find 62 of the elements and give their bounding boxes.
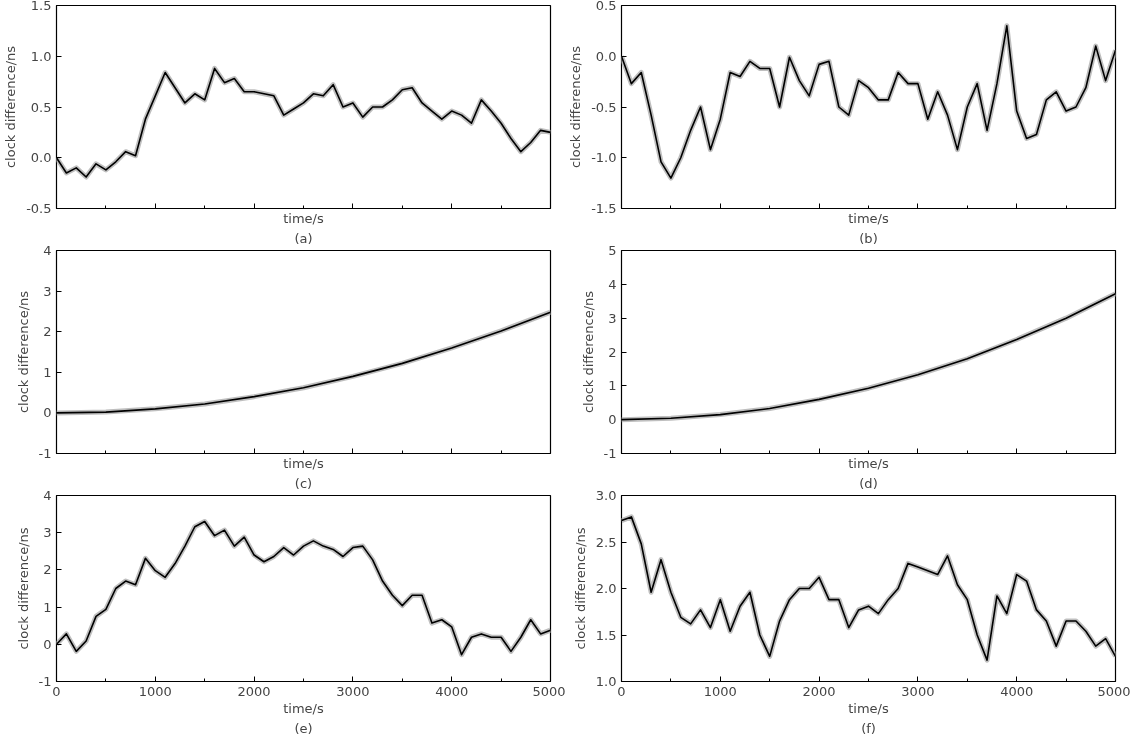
text: (c) — [294, 475, 313, 491]
y-tick-label: 3 — [43, 283, 52, 299]
y-tick-label: 1.0 — [595, 674, 617, 689]
y-tick-label: 2 — [43, 324, 52, 340]
y-tick-label: 0.5 — [30, 99, 52, 115]
y-tick-label: 1.5 — [30, 0, 52, 13]
y-tick-label: -1 — [38, 674, 52, 689]
text: (b) — [859, 230, 878, 246]
y-tick-label: -1.5 — [591, 201, 617, 216]
x-tick-label: 1000 — [703, 683, 737, 699]
y-tick-label: 0 — [608, 412, 617, 428]
y-axis-title: clock difference/ns — [580, 290, 596, 414]
y-tick-label: -0.5 — [26, 201, 52, 216]
y-tick-label: 0.5 — [595, 0, 617, 13]
text: (d) — [859, 475, 878, 491]
y-axis-title: clock difference/ns — [568, 45, 584, 169]
x-axis-title: time/s — [848, 455, 889, 471]
y-tick-label: 0.0 — [595, 48, 617, 64]
y-tick-label: 4 — [43, 243, 52, 258]
x-tick-label: 5000 — [1097, 683, 1131, 699]
y-tick-label: 2 — [43, 562, 52, 578]
y-tick-label: 1.5 — [595, 627, 617, 643]
y-tick-label: -1.0 — [591, 150, 617, 166]
x-tick-label: 3000 — [336, 683, 370, 699]
x-axis-title: time/s — [848, 700, 889, 716]
y-tick-label: 0 — [43, 636, 52, 652]
x-axis-title: time/s — [283, 210, 324, 226]
y-tick-label: 5 — [608, 243, 617, 258]
y-tick-label: 1 — [608, 378, 617, 394]
y-tick-label: 2 — [608, 344, 617, 360]
y-tick-label: 1 — [43, 599, 52, 615]
x-tick-label: 5000 — [532, 683, 566, 699]
y-tick-label: -1 — [38, 446, 52, 461]
x-tick-label: 3000 — [901, 683, 935, 699]
x-axis-title: time/s — [283, 455, 324, 471]
text: (a) — [294, 230, 313, 246]
y-axis-title: clock difference/ns — [15, 527, 31, 650]
x-tick-label: 2000 — [237, 683, 271, 699]
y-tick-label: 2.0 — [595, 581, 617, 596]
y-tick-label: 1.0 — [30, 48, 52, 64]
y-tick-label: 4 — [608, 276, 617, 292]
x-axis-title: time/s — [283, 700, 324, 716]
y-tick-label: 3 — [43, 525, 52, 541]
y-tick-label: 0 — [43, 405, 52, 421]
y-tick-label: 3 — [608, 310, 617, 326]
y-axis-title: clock difference/ns — [15, 290, 31, 414]
y-tick-label: 4 — [43, 488, 52, 503]
y-tick-label: 0.0 — [30, 150, 52, 166]
y-tick-label: -0.5 — [591, 99, 617, 115]
x-tick-label: 4000 — [435, 683, 469, 699]
y-tick-label: 3.0 — [595, 488, 617, 503]
text: (f) — [861, 720, 876, 736]
x-tick-label: 2000 — [802, 683, 836, 699]
text: (e) — [294, 720, 313, 736]
x-tick-label: 4000 — [1000, 683, 1034, 699]
x-axis-title: time/s — [848, 210, 889, 226]
y-tick-label: -1 — [603, 446, 617, 461]
y-tick-label: 1 — [43, 364, 52, 380]
y-axis-title: clock difference/ns — [3, 45, 19, 169]
y-axis-title: clock difference/ns — [572, 527, 588, 650]
x-tick-label: 1000 — [138, 683, 172, 699]
y-tick-label: 2.5 — [595, 534, 617, 550]
